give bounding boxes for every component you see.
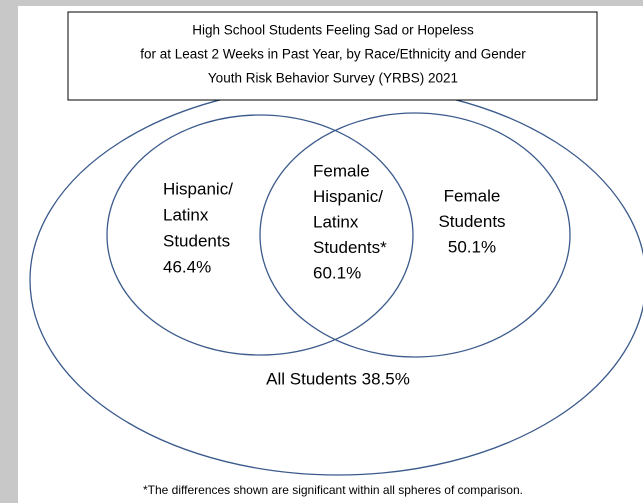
title-line: Youth Risk Behavior Survey (YRBS) 2021 — [208, 71, 458, 86]
region-label: Students — [163, 231, 230, 250]
title-line: High School Students Feeling Sad or Hope… — [192, 23, 474, 38]
female-circle — [259, 112, 571, 358]
region-label: 46.4% — [163, 257, 211, 276]
region-label: 50.1% — [448, 237, 496, 256]
region-label: Female — [313, 161, 370, 180]
region-label: Female — [444, 186, 501, 205]
region-label: Latinx — [163, 205, 209, 224]
region-label: Hispanic/ — [163, 179, 233, 198]
title-line: for at Least 2 Weeks in Past Year, by Ra… — [140, 47, 526, 62]
region-label: All Students 38.5% — [266, 369, 410, 388]
region-label: Students — [438, 212, 505, 231]
region-label: Latinx — [313, 212, 359, 231]
region-label: Students* — [313, 238, 387, 257]
region-label: 60.1% — [313, 263, 361, 282]
hispanic-circle — [106, 114, 414, 356]
region-label: Hispanic/ — [313, 187, 383, 206]
footnote: *The differences shown are significant w… — [143, 483, 523, 497]
title-box — [67, 11, 598, 101]
